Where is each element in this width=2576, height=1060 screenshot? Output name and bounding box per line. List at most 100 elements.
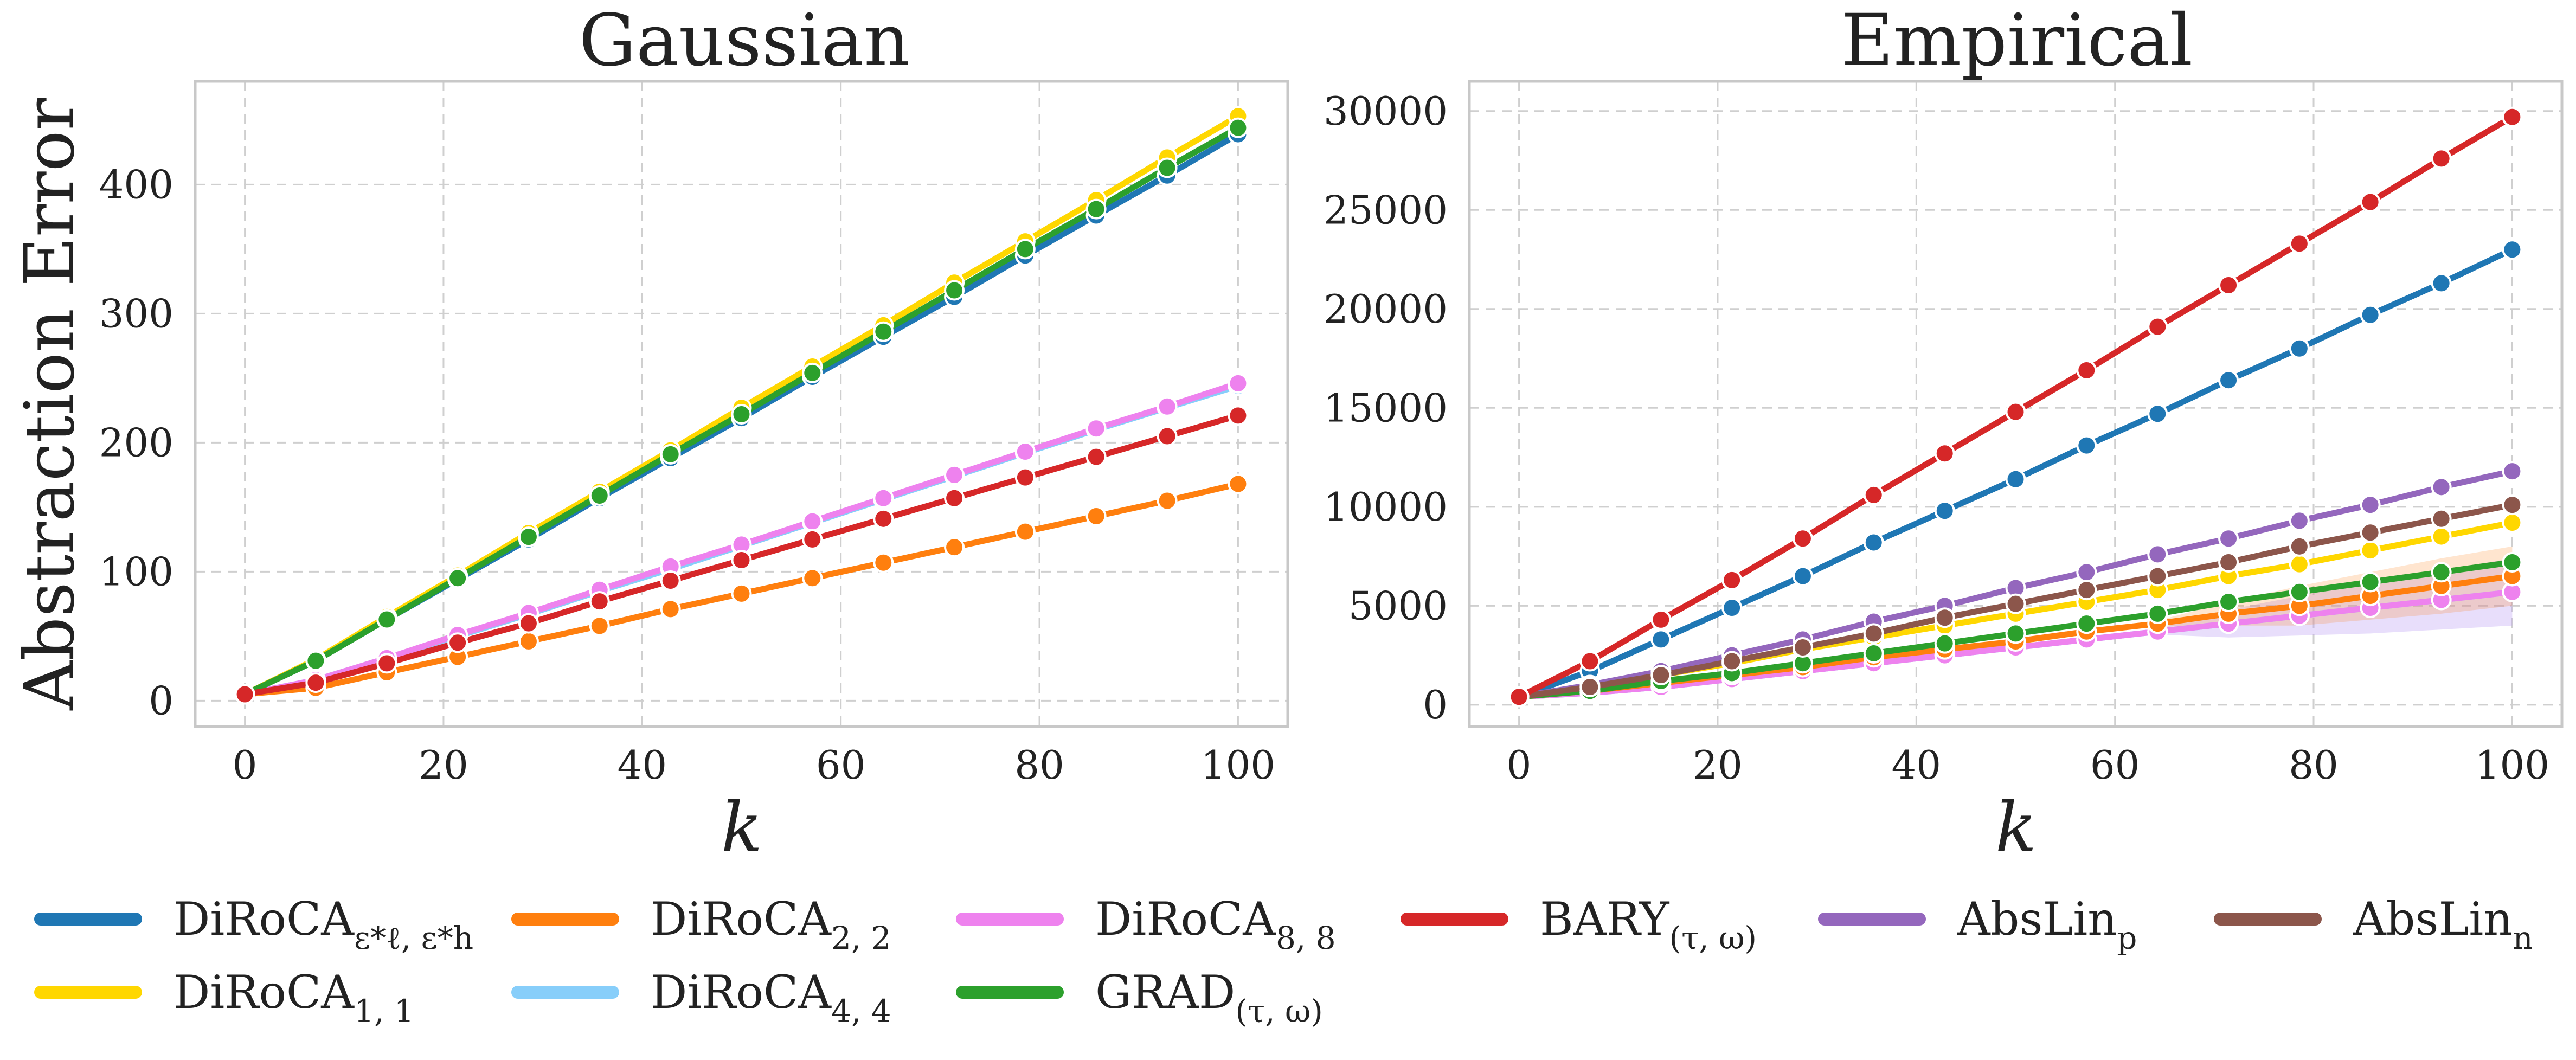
gaussian-x-tick-label: 20 [419,742,468,788]
empirical-markers [1508,106,2523,708]
empirical-bary-point [1721,569,1743,590]
empirical-x-axis-label: k [1995,788,2037,868]
empirical-abslin_p-point [2076,562,2097,583]
empirical-diroca_44-band [1519,558,2513,697]
legend-label-subscript: 4, 4 [831,993,891,1030]
gaussian-y-tick-label: 300 [99,291,174,336]
gaussian-diroca_22-point [873,552,894,573]
empirical-x-tick-label: 60 [2090,742,2140,788]
empirical-diroca_eps-point [2147,403,2168,425]
gaussian-bary-point [589,591,610,612]
gaussian-grad-point [660,444,681,465]
legend-entry-bary: BARY(τ, ω) [1401,892,1757,956]
empirical-panel: Empirical 0 20 40 60 80 100 0 5000 10000 15000 20… [1324,0,2564,868]
gaussian-grad-point [802,362,823,383]
gaussian-title: Gaussian [579,0,910,82]
legend: DiRoCAε*ℓ, ε*h DiRoCA2, 2 DiRoCA8, 8 BARY(τ… [34,892,2533,1030]
empirical-diroca_eps-point [2289,338,2310,359]
legend-label-subscript: 1, 1 [354,993,414,1030]
gaussian-grad-point [376,609,397,630]
empirical-diroca_eps-point [1863,532,1884,553]
y-axis-label: Abstraction Error [10,98,89,711]
legend-label-base: GRAD [1095,966,1235,1019]
legend-label-abslin_p: AbsLinp [1957,892,2137,956]
legend-entry-diroca_44: DiRoCA4, 4 [511,966,891,1030]
empirical-abslin_n-point [1934,607,1955,628]
gaussian-diroca_22-point [518,631,539,652]
gaussian-grad-point [731,404,752,425]
empirical-abslin_n-point [1721,651,1743,672]
empirical-y-tick-label: 0 [1423,682,1448,728]
legend-label-diroca_11: DiRoCA1, 1 [174,966,414,1030]
gaussian-x-axis-label: k [721,788,762,868]
gaussian-grad-point [1157,157,1178,178]
empirical-x-tick-label: 100 [2475,742,2549,788]
empirical-grad-point [1934,633,1955,654]
empirical-x-tick-label: 20 [1693,742,1743,788]
legend-label-subscript: 2, 2 [831,920,891,956]
gaussian-x-tick-label: 80 [1014,742,1064,788]
empirical-y-ticks: 0 5000 10000 15000 20000 25000 30000 [1324,88,1448,728]
gaussian-grad-point [1228,117,1249,138]
empirical-bary-point [2005,401,2026,422]
gaussian-diroca_88-point [802,511,823,532]
gaussian-bary-point [376,653,397,674]
gaussian-bary-point [305,672,326,693]
gaussian-bary-point [234,684,255,705]
gaussian-bary-point [447,632,468,653]
empirical-bary-point [1934,443,1955,464]
empirical-bary-point [1792,528,1813,549]
legend-label-base: AbsLin [2353,892,2513,946]
empirical-abslin_n-point [2218,552,2239,573]
empirical-bary-point [1650,609,1672,630]
empirical-diroca_eps-point [2431,273,2452,294]
gaussian-diroca_22-point [802,568,823,589]
empirical-abslin_n-point [1863,623,1884,644]
empirical-diroca_eps-point [1934,500,1955,522]
gaussian-x-tick-label: 0 [233,742,258,788]
legend-entry-grad: GRAD(τ, ω) [956,966,1323,1030]
gaussian-bary-point [731,549,752,570]
gaussian-y-tick-label: 100 [99,549,174,594]
gaussian-diroca_88-point [1014,441,1036,462]
gaussian-panel: Gaussian 0 20 40 60 80 100 0 100 200 300 400 k Ab… [10,0,1289,868]
empirical-abslin_p-point [2289,510,2310,531]
gaussian-x-ticks: 0 20 40 60 80 100 [233,742,1275,788]
empirical-abslin_n-point [2360,522,2381,543]
empirical-abslin_p-point [2431,477,2452,498]
legend-label-subscript: (τ, ω) [1669,920,1757,956]
empirical-bary-point [2431,148,2452,169]
empirical-abslin_n-point [2005,593,2026,614]
empirical-diroca_11-point [2431,526,2452,547]
empirical-y-tick-label: 10000 [1324,484,1448,530]
gaussian-grid [195,81,1288,727]
empirical-diroca_eps-point [1792,566,1813,587]
gaussian-grad-point [518,526,539,548]
gaussian-bary-point [1157,426,1178,447]
empirical-abslin_n-point [2502,494,2523,516]
gaussian-grad-point [305,650,326,671]
gaussian-bary-point [660,570,681,592]
legend-label-subscript: ε*ℓ, ε*h [354,920,473,956]
legend-label-base: DiRoCA [174,892,355,946]
legend-label-bary: BARY(τ, ω) [1540,892,1757,956]
legend-entry-diroca_22: DiRoCA2, 2 [511,892,891,956]
gaussian-diroca_22-point [731,583,752,604]
gaussian-bary-point [518,613,539,634]
empirical-diroca_eps-point [1721,597,1743,618]
legend-label-diroca_22: DiRoCA2, 2 [651,892,891,956]
legend-label-subscript: (τ, ω) [1235,993,1323,1030]
empirical-grad-point [2360,571,2381,593]
empirical-bary-point [1863,484,1884,505]
empirical-abslin_p-point [2502,461,2523,482]
gaussian-diroca_22-point [1157,490,1178,511]
legend-label-grad: GRAD(τ, ω) [1095,966,1323,1030]
empirical-title: Empirical [1841,0,2193,82]
empirical-bary-point [2218,274,2239,295]
gaussian-diroca_22-point [589,615,610,637]
legend-label-subscript: p [2117,920,2137,956]
gaussian-diroca_22-point [1228,473,1249,494]
gaussian-markers [234,106,1249,705]
gaussian-x-tick-label: 40 [618,742,667,788]
